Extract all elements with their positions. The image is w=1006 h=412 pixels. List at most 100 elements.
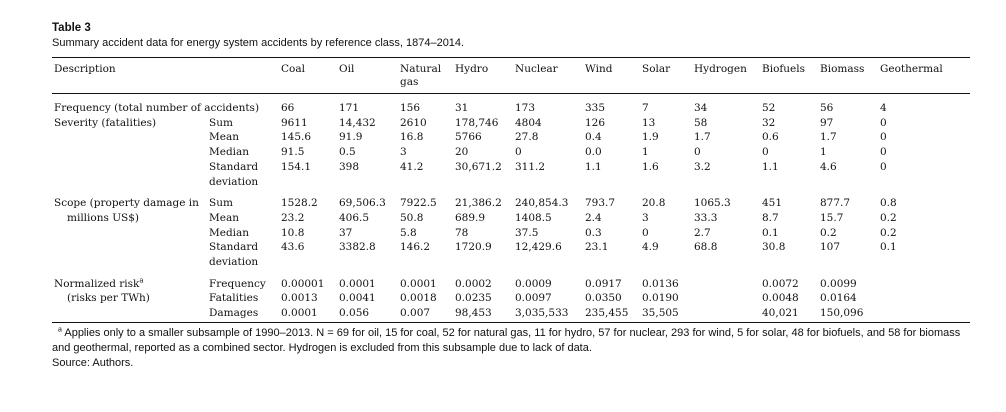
table-cell: 12,429.6	[515, 241, 562, 254]
table-cell: 15.7	[820, 211, 844, 224]
row-description: millions US$)	[67, 211, 140, 224]
table-cell: 451	[762, 197, 783, 210]
row-measure: Standard deviation	[209, 241, 259, 269]
row-measure: Frequency	[209, 277, 266, 290]
table-cell: 877.7	[820, 197, 851, 210]
table-row: Frequency (total number of accidents) 66…	[52, 101, 970, 116]
table-cell: 0.2	[880, 226, 897, 239]
table-row: Median 10.8 37 5.8 78 37.5 0.3 0 2.7 0.1…	[52, 226, 970, 241]
table-cell: 0.0041	[339, 292, 376, 305]
table-cell: 0.0072	[762, 277, 799, 290]
table-cell: 30.8	[762, 241, 786, 254]
table-cell: 91.9	[339, 131, 363, 144]
accident-data-table: Description Coal Oil Natural gas Hydro N…	[52, 57, 970, 323]
table-cell: 173	[515, 102, 536, 114]
table-cell: 14,432	[339, 116, 376, 129]
table-cell: 9611	[281, 116, 308, 129]
table-row: Normalized riska Frequency 0.00001 0.000…	[52, 277, 970, 292]
footnote-marker: a	[58, 326, 62, 334]
row-description	[52, 130, 207, 145]
table-cell: 2.4	[585, 211, 602, 224]
table-cell: 1408.5	[515, 211, 552, 224]
table-row: Damages 0.0001 0.056 0.007 98,453 3,035,…	[52, 306, 970, 323]
table-cell: 1	[642, 146, 649, 159]
header-cell: Hydrogen	[692, 57, 760, 94]
table-cell: 98,453	[453, 306, 513, 323]
table-cell: 50.8	[400, 211, 424, 224]
row-measure: Median	[209, 146, 250, 159]
table-row: Standard deviation 43.6 3382.8 146.2 172…	[52, 240, 970, 269]
table-cell: 0.0013	[281, 292, 318, 305]
table-cell: 150,096	[818, 306, 878, 323]
table-cell: 40,021	[760, 306, 818, 323]
table-cell: 1	[820, 146, 827, 159]
table-cell	[692, 277, 760, 292]
table-cell: 16.8	[400, 131, 424, 144]
table-cell: 126	[585, 116, 606, 129]
table-cell: 335	[585, 102, 606, 114]
table-cell: 7922.5	[400, 197, 437, 210]
table-cell: 0.0136	[642, 277, 679, 290]
table-cell	[878, 306, 970, 323]
table-cell: 0.0917	[585, 277, 622, 290]
table-cell: 0.2	[880, 211, 897, 224]
table-cell: 0.0099	[820, 277, 857, 290]
table-cell: 3.2	[694, 160, 711, 173]
row-measure: Sum	[209, 197, 233, 210]
header-cell: Solar	[640, 57, 692, 94]
table-cell: 1.7	[694, 131, 711, 144]
table-cell: 10.8	[281, 226, 305, 239]
table-cell: 33.3	[694, 211, 718, 224]
table-cell: 0	[515, 146, 522, 159]
table-cell: 0.056	[337, 306, 398, 323]
table-cell: 1.1	[762, 160, 779, 173]
table-cell: 0.0164	[820, 292, 857, 305]
table-cell: 3,035,533	[513, 306, 583, 323]
table-cell: 2610	[400, 116, 427, 129]
header-cell	[207, 57, 279, 94]
table-cell: 0.0097	[515, 292, 552, 305]
table-figure: Table 3 Summary accident data for energy…	[52, 21, 970, 371]
table-cell: 68.8	[694, 241, 718, 254]
table-cell: 4	[880, 102, 887, 114]
table-cell: 0.007	[398, 306, 453, 323]
table-row: Scope (property damage in Sum 1528.2 69,…	[52, 196, 970, 211]
table-row: (risks per TWh) Fatalities 0.0013 0.0041…	[52, 291, 970, 306]
table-cell: 398	[339, 160, 360, 173]
table-cell: 0	[880, 160, 887, 173]
table-cell: 0.8	[880, 197, 897, 210]
row-description: Frequency (total number of accidents)	[54, 102, 260, 114]
table-cell: 0.3	[585, 226, 602, 239]
row-measure: Sum	[209, 116, 233, 129]
table-cell: 37.5	[515, 226, 539, 239]
row-description	[52, 240, 207, 269]
table-cell: 1720.9	[455, 241, 492, 254]
table-cell	[878, 277, 970, 292]
table-cell: 3	[642, 211, 649, 224]
table-cell: 5.8	[400, 226, 417, 239]
table-row: Standard deviation 154.1 398 41.2 30,671…	[52, 160, 970, 189]
table-cell: 406.5	[339, 211, 370, 224]
table-cell: 0.0009	[515, 277, 552, 290]
table-cell: 43.6	[281, 241, 305, 254]
row-measure: Damages	[207, 306, 279, 323]
table-cell: 1.9	[642, 131, 659, 144]
row-description: (risks per TWh)	[67, 292, 150, 305]
table-cell: 0.0002	[455, 277, 492, 290]
table-cell: 0	[880, 131, 887, 144]
table-row: millions US$) Mean 23.2 406.5 50.8 689.9…	[52, 211, 970, 226]
table-row: Median 91.5 0.5 3 20 0 0.0 1 0 0 1 0	[52, 145, 970, 160]
table-cell: 311.2	[515, 160, 546, 173]
header-cell: Coal	[279, 57, 337, 94]
row-measure: Standard deviation	[209, 160, 259, 188]
table-cell: 30,671.2	[455, 160, 502, 173]
table-cell: 0.1	[880, 241, 897, 254]
header-cell: Hydro	[453, 57, 513, 94]
table-cell: 3	[400, 146, 407, 159]
table-cell: 23.2	[281, 211, 305, 224]
table-cell: 20.8	[642, 197, 666, 210]
table-cell: 1065.3	[694, 197, 731, 210]
row-description-text: Normalized risk	[54, 277, 140, 290]
table-cell: 689.9	[455, 211, 486, 224]
table-cell: 4804	[515, 116, 542, 129]
